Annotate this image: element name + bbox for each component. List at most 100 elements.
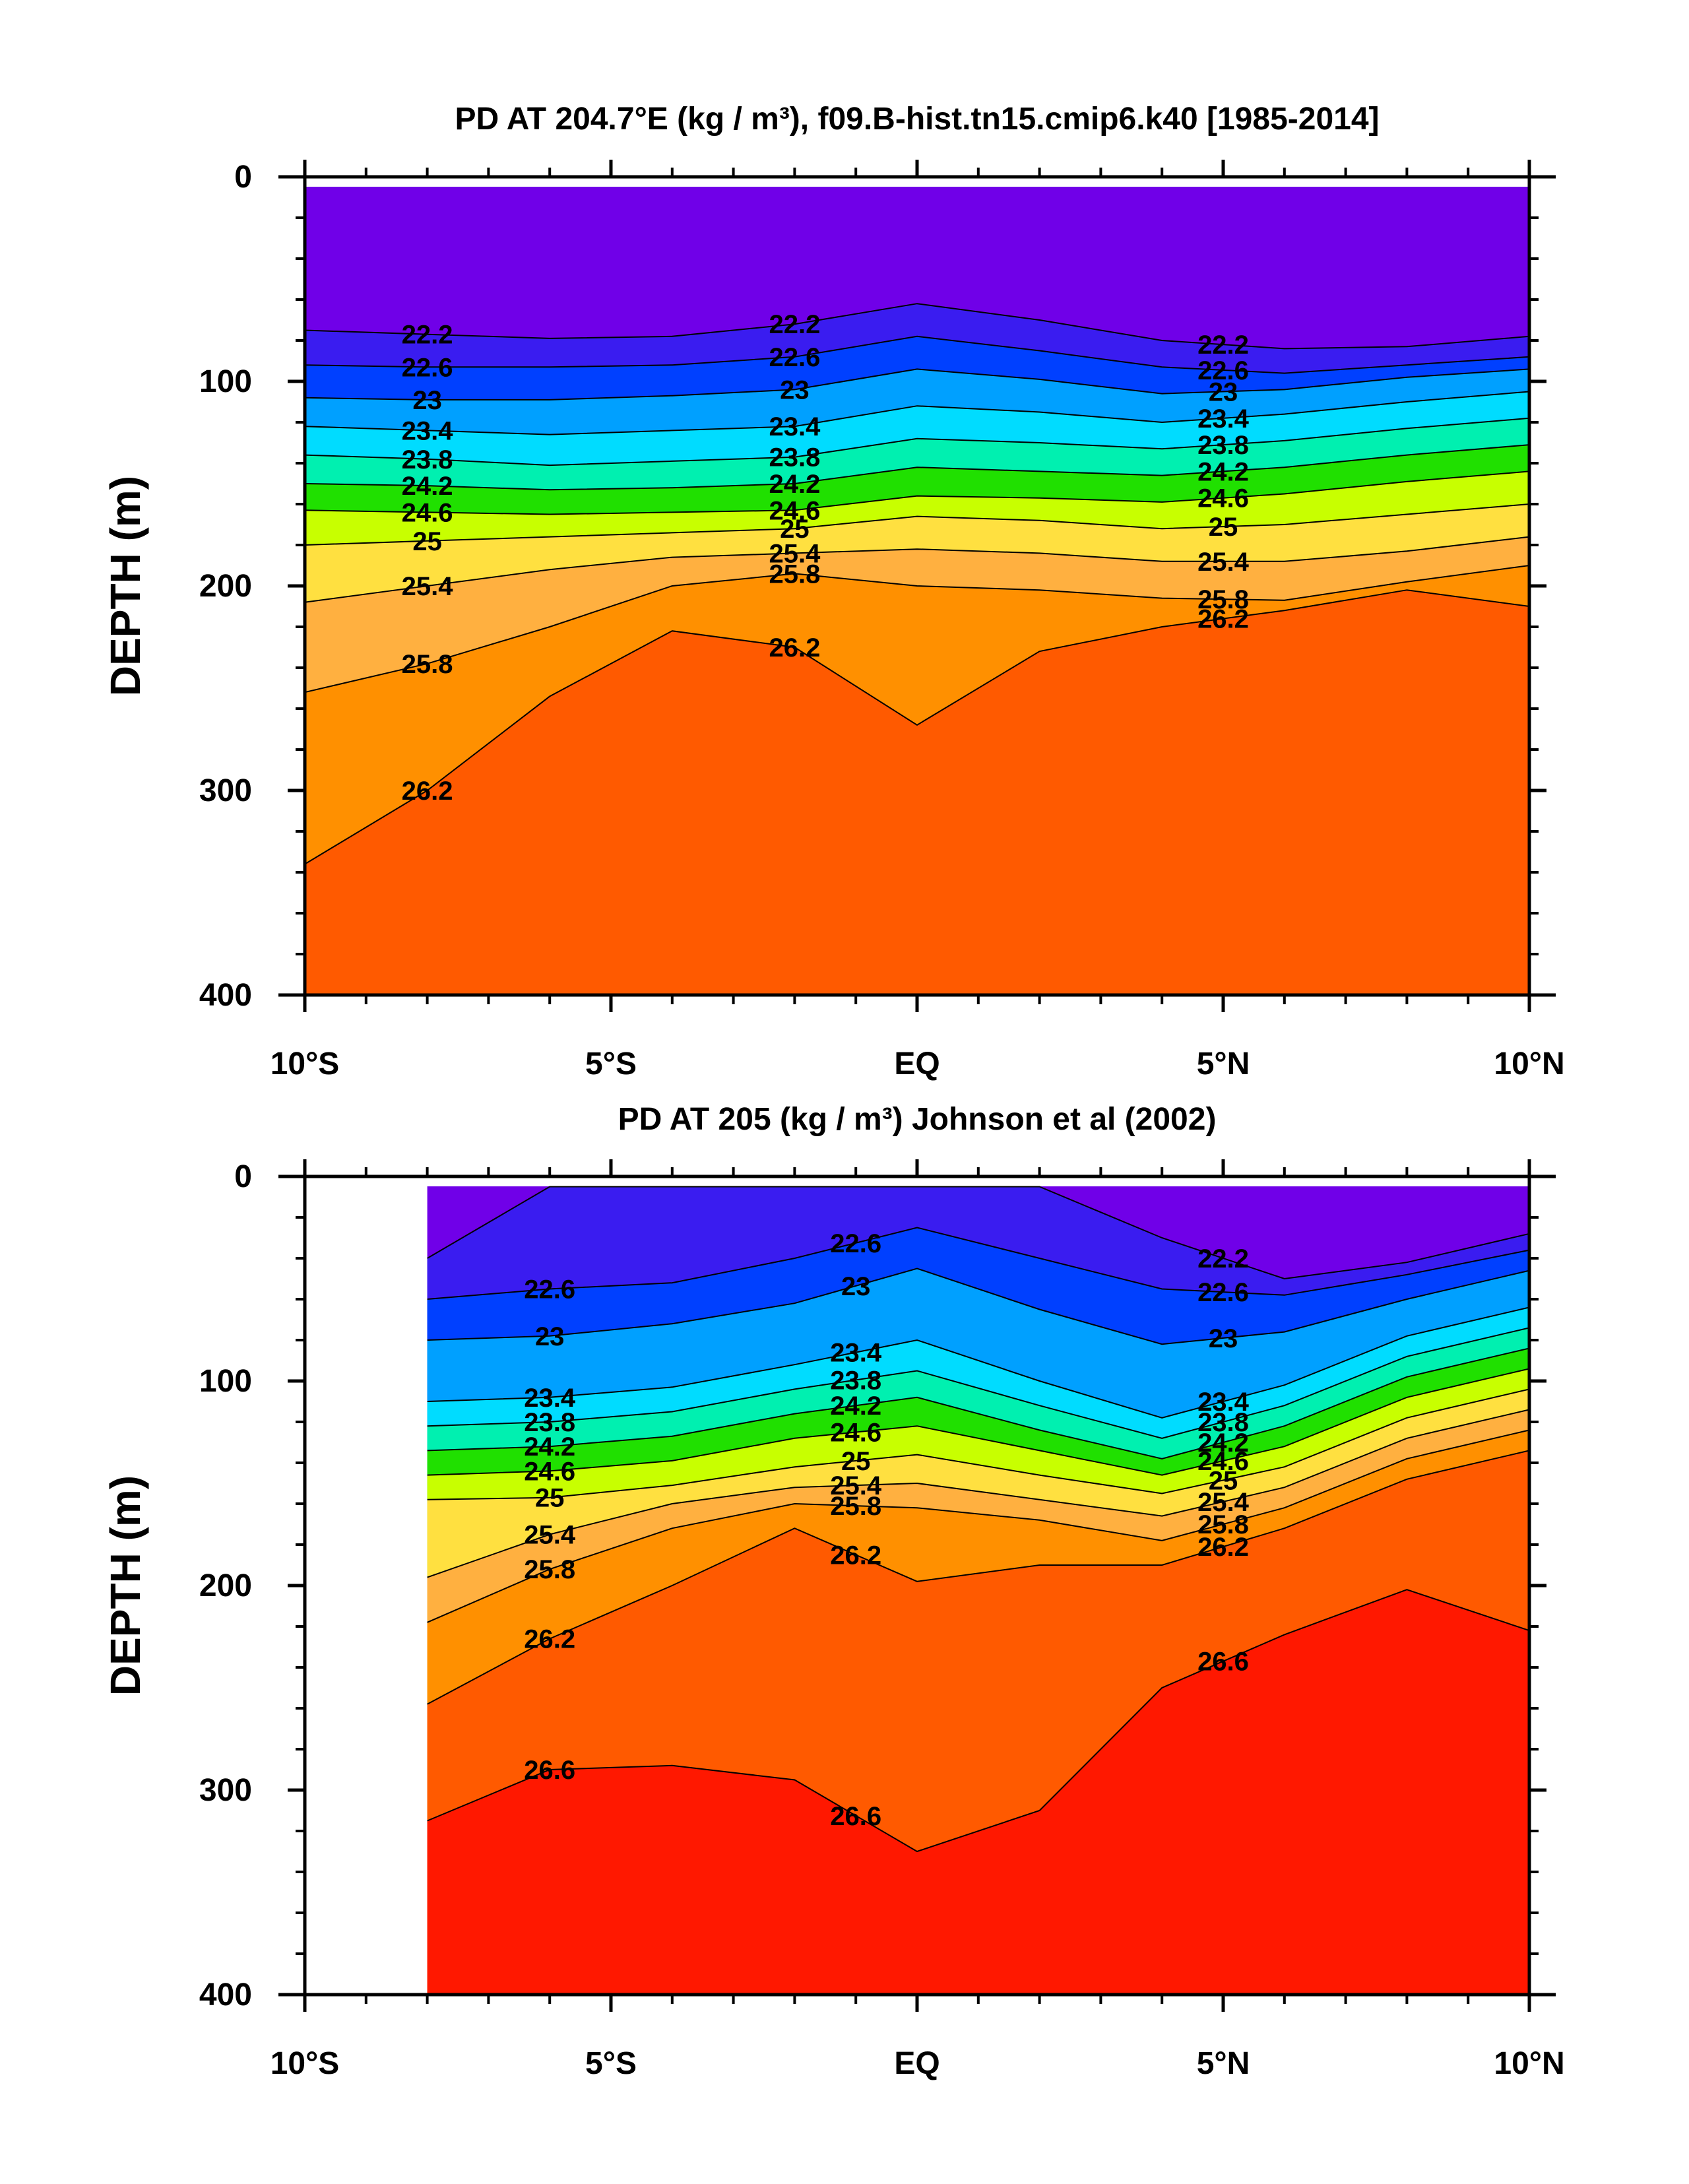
contour-label: 22.6 (524, 1275, 575, 1304)
isopycnal-line (304, 391, 1530, 435)
y-tick-label: 200 (199, 569, 252, 604)
contour-label: 24.2 (1197, 1429, 1249, 1458)
x-tick-label: EQ (894, 2046, 940, 2081)
x-tick-label: 10°N (1494, 1046, 1564, 1081)
contour-label: 23.4 (524, 1384, 576, 1413)
contour-label: 23 (535, 1322, 565, 1351)
contour-label: 25.8 (524, 1555, 575, 1584)
isopycnal-line (304, 368, 1530, 401)
contour-label: 23.4 (769, 412, 821, 441)
contour-label: 24.6 (830, 1419, 881, 1448)
contour-label: 24.6 (402, 498, 453, 527)
contour-label: 25.4 (769, 539, 821, 568)
isopycnal-line (427, 1388, 1530, 1500)
contour-label: 25.4 (1197, 1488, 1250, 1517)
isopycnal-line (427, 1227, 1530, 1300)
contour-label: 25.8 (769, 560, 820, 589)
contour-label: 25.4 (1197, 548, 1250, 577)
contour-label: 24.6 (1197, 484, 1249, 513)
contour-label: 22.6 (1197, 356, 1249, 385)
isopycnal-line (427, 1186, 1530, 1280)
contour-label: 22.6 (769, 343, 820, 372)
x-tick-label: 5°N (1197, 1046, 1250, 1081)
contour-label: 25.8 (830, 1492, 881, 1521)
contour-label: 25.4 (402, 572, 454, 601)
y-tick-label: 0 (234, 160, 252, 195)
y-tick-label: 200 (199, 1568, 252, 1603)
isopycnal-line (427, 1347, 1530, 1460)
isopycnal-line (427, 1268, 1530, 1345)
contour-label: 25 (1209, 513, 1238, 542)
contour-label: 26.2 (402, 777, 453, 806)
x-tick-label: 5°S (585, 1046, 637, 1081)
contour-label: 26.2 (524, 1625, 575, 1654)
contour-label: 23 (412, 386, 442, 415)
contour-label: 26.2 (1197, 1533, 1249, 1562)
contour-label: 23.8 (1197, 1408, 1249, 1437)
isopycnal-line (427, 1450, 1530, 1705)
contour-label: 24.6 (769, 496, 820, 525)
x-tick-label: 5°N (1197, 2046, 1250, 2081)
contour-label: 23.8 (524, 1408, 575, 1437)
y-axis-label: DEPTH (m) (102, 476, 149, 696)
contour-label: 23.8 (402, 445, 453, 474)
density-band (305, 590, 1529, 995)
isopycnal-line (304, 589, 1530, 865)
panel-title: PD AT 205 (kg / m³) Johnson et al (2002) (618, 1102, 1217, 1137)
contour-label: 23.8 (830, 1366, 881, 1395)
contour-label: 24.2 (524, 1432, 575, 1461)
isopycnal-line (304, 444, 1530, 491)
y-tick-label: 0 (234, 1159, 252, 1194)
panel-title: PD AT 204.7°E (kg / m³), f09.B-hist.tn15… (455, 102, 1379, 137)
contour-label: 25 (780, 515, 810, 544)
isopycnal-line (304, 470, 1530, 515)
contour-label: 25 (412, 527, 442, 556)
isopycnal-line (304, 417, 1530, 466)
contour-label: 23.8 (1197, 431, 1249, 460)
contour-label: 25.4 (524, 1521, 576, 1550)
x-tick-label: 10°N (1494, 2046, 1564, 2081)
y-tick-label: 300 (199, 773, 252, 808)
contour-label: 23.4 (1197, 1388, 1250, 1417)
y-tick-label: 400 (199, 1977, 252, 2012)
contour-label: 23 (780, 375, 810, 404)
isopycnal-line (304, 565, 1530, 693)
isopycnal-line (427, 1368, 1530, 1476)
x-tick-label: EQ (894, 1046, 940, 1081)
contour-label: 26.6 (524, 1756, 575, 1785)
contour-label: 24.6 (1197, 1447, 1249, 1476)
y-tick-label: 100 (199, 364, 252, 399)
contour-label: 22.6 (830, 1229, 881, 1258)
y-axis-label: DEPTH (m) (102, 1475, 149, 1696)
x-tick-label: 10°S (271, 2046, 340, 2081)
contour-label: 23.4 (1197, 404, 1250, 434)
contour-panel-2: 22.222.622.622.623232323.423.423.423.823… (102, 1102, 1565, 2081)
isopycnal-line (304, 303, 1530, 350)
y-tick-label: 100 (199, 1364, 252, 1399)
contour-label: 25.8 (402, 650, 453, 679)
contour-label: 25 (535, 1484, 565, 1513)
contour-label: 26.6 (830, 1802, 881, 1831)
x-tick-label: 10°S (271, 1046, 340, 1081)
isopycnal-line (304, 503, 1530, 546)
contour-label: 23 (841, 1272, 871, 1301)
density-band (427, 1590, 1529, 1995)
y-tick-label: 400 (199, 978, 252, 1013)
contour-label: 23.4 (402, 416, 454, 445)
contour-label: 23.8 (769, 443, 820, 472)
contour-label: 26.2 (1197, 605, 1249, 634)
contour-label: 22.6 (1197, 1278, 1249, 1307)
contour-label: 23.4 (830, 1339, 882, 1368)
contour-label: 22.2 (769, 310, 820, 339)
isopycnal-line (427, 1429, 1530, 1623)
isopycnal-line (304, 335, 1530, 374)
isopycnal-line (427, 1306, 1530, 1419)
contour-label: 25 (1209, 1466, 1238, 1495)
contour-label: 26.6 (1197, 1648, 1249, 1677)
contour-label: 25 (841, 1447, 871, 1476)
isopycnal-line (304, 536, 1530, 603)
contour-label: 23 (1209, 378, 1238, 407)
y-tick-label: 300 (199, 1773, 252, 1808)
